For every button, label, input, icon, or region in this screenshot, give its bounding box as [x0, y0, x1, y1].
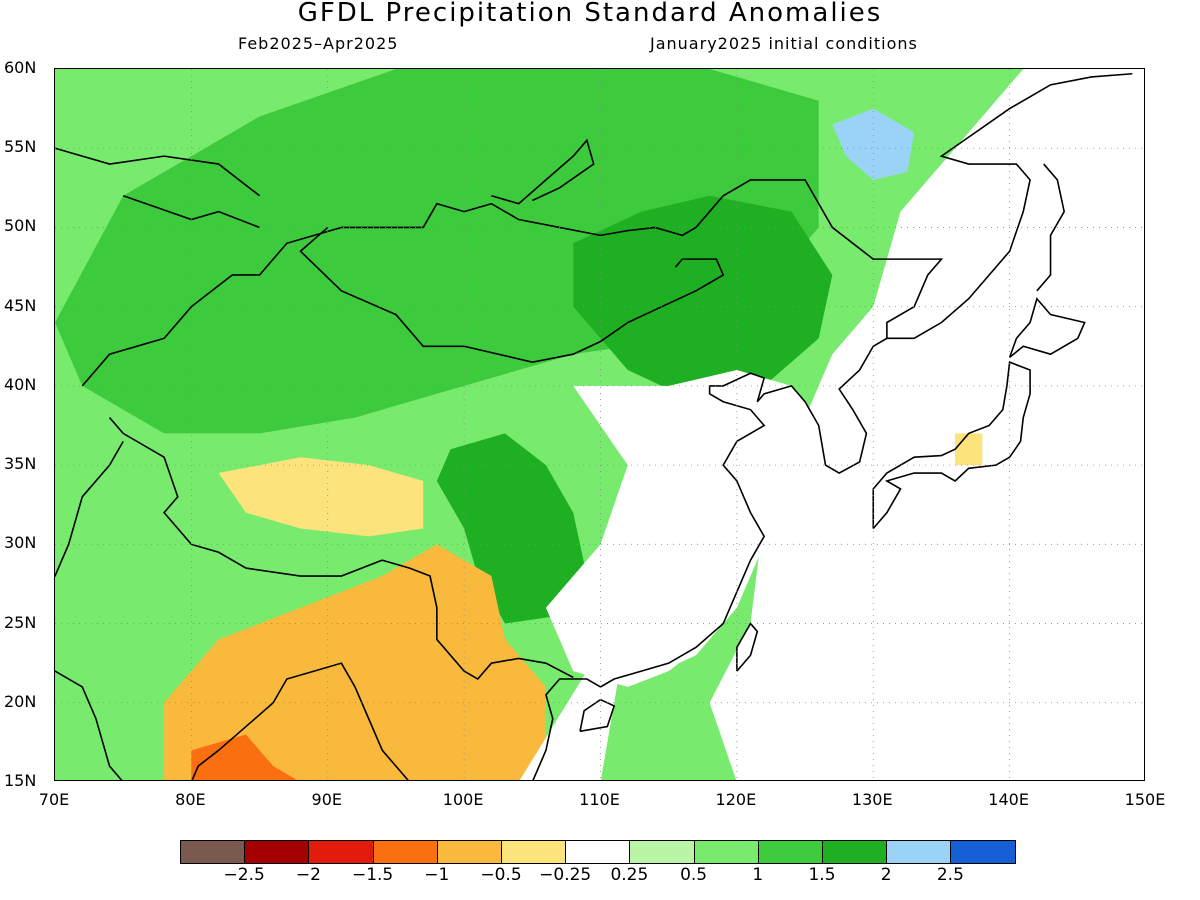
colorbar-swatch	[245, 841, 310, 863]
colorbar-swatch	[437, 841, 502, 863]
coastline	[55, 147, 261, 197]
coastline	[1008, 297, 1086, 358]
lat-tick-label: 55N	[4, 137, 37, 157]
colorbar-label: 0.5	[680, 865, 708, 885]
lat-tick-label: 15N	[4, 771, 37, 790]
colorbar-label: 1.5	[808, 865, 836, 885]
colorbar-swatch	[309, 841, 374, 863]
anomaly-region	[191, 734, 298, 780]
neutral-anomaly-region	[519, 623, 628, 780]
lat-tick-label: 25N	[4, 612, 37, 632]
colorbar-swatch	[501, 841, 567, 863]
map-plot-area	[54, 68, 1145, 781]
colorbar-swatch	[566, 841, 631, 863]
anomaly-map	[55, 69, 1144, 780]
coastline	[1036, 163, 1066, 292]
lon-tick-label: 140E	[988, 790, 1029, 809]
coastline	[81, 179, 944, 387]
colorbar-label: −0.5	[480, 865, 522, 885]
anomaly-region	[164, 544, 546, 780]
lon-tick-label: 70E	[38, 790, 70, 809]
colorbar-swatch	[887, 841, 952, 863]
lat-tick-label: 45N	[4, 295, 37, 315]
colorbar-label: 1	[752, 865, 764, 885]
coastline	[299, 226, 725, 363]
lon-tick-label: 150E	[1124, 790, 1166, 809]
colorbar-label: −0.25	[539, 865, 592, 885]
lat-tick-label: 35N	[4, 454, 37, 474]
anomaly-region	[436, 433, 587, 624]
anomaly-region	[832, 108, 915, 180]
colorbar-label: −1.5	[351, 865, 394, 885]
chart-title: GFDL Precipitation Standard Anomalies	[297, 0, 883, 28]
colorbar-swatch	[758, 841, 823, 863]
anomaly-region	[218, 457, 424, 537]
lon-tick-label: 80E	[175, 790, 206, 809]
colorbar-swatch	[822, 841, 888, 863]
anomaly-region	[955, 433, 983, 466]
colorbar-swatch	[694, 841, 759, 863]
colorbar-swatch	[181, 841, 246, 863]
colorbar-label: 2	[880, 865, 892, 885]
coastline	[491, 138, 595, 205]
lat-tick-label: 30N	[4, 533, 37, 553]
anomaly-region	[573, 195, 833, 402]
neutral-anomaly-region	[545, 370, 819, 687]
lon-tick-label: 90E	[311, 790, 342, 809]
colorbar-label: −2.5	[223, 865, 265, 885]
coastline	[122, 195, 260, 229]
lat-tick-label: 60N	[4, 58, 37, 77]
initial-conditions: January2025 initial conditions	[650, 34, 918, 53]
coastline	[872, 361, 1031, 530]
neutral-anomaly-region	[709, 69, 1144, 780]
coastline	[532, 72, 1133, 780]
colorbar-label: 2.5	[936, 865, 964, 885]
coastline	[191, 662, 409, 780]
lon-tick-label: 100E	[442, 790, 484, 809]
colorbar-swatch	[630, 841, 695, 863]
colorbar	[180, 840, 1017, 864]
forecast-period: Feb2025–Apr2025	[238, 34, 399, 53]
coastline	[55, 670, 123, 780]
coastline	[108, 417, 574, 681]
colorbar-label: −1	[424, 865, 450, 885]
lon-tick-label: 130E	[851, 790, 893, 809]
colorbar-swatch	[951, 841, 1016, 863]
lon-tick-label: 120E	[715, 790, 757, 809]
colorbar-label: −2	[295, 865, 321, 885]
lat-tick-label: 20N	[4, 691, 37, 711]
lat-tick-label: 50N	[4, 216, 37, 236]
lon-tick-label: 110E	[579, 790, 620, 809]
colorbar-swatch	[373, 841, 438, 863]
lat-tick-label: 40N	[4, 374, 37, 394]
colorbar-label: 0.25	[610, 865, 649, 885]
